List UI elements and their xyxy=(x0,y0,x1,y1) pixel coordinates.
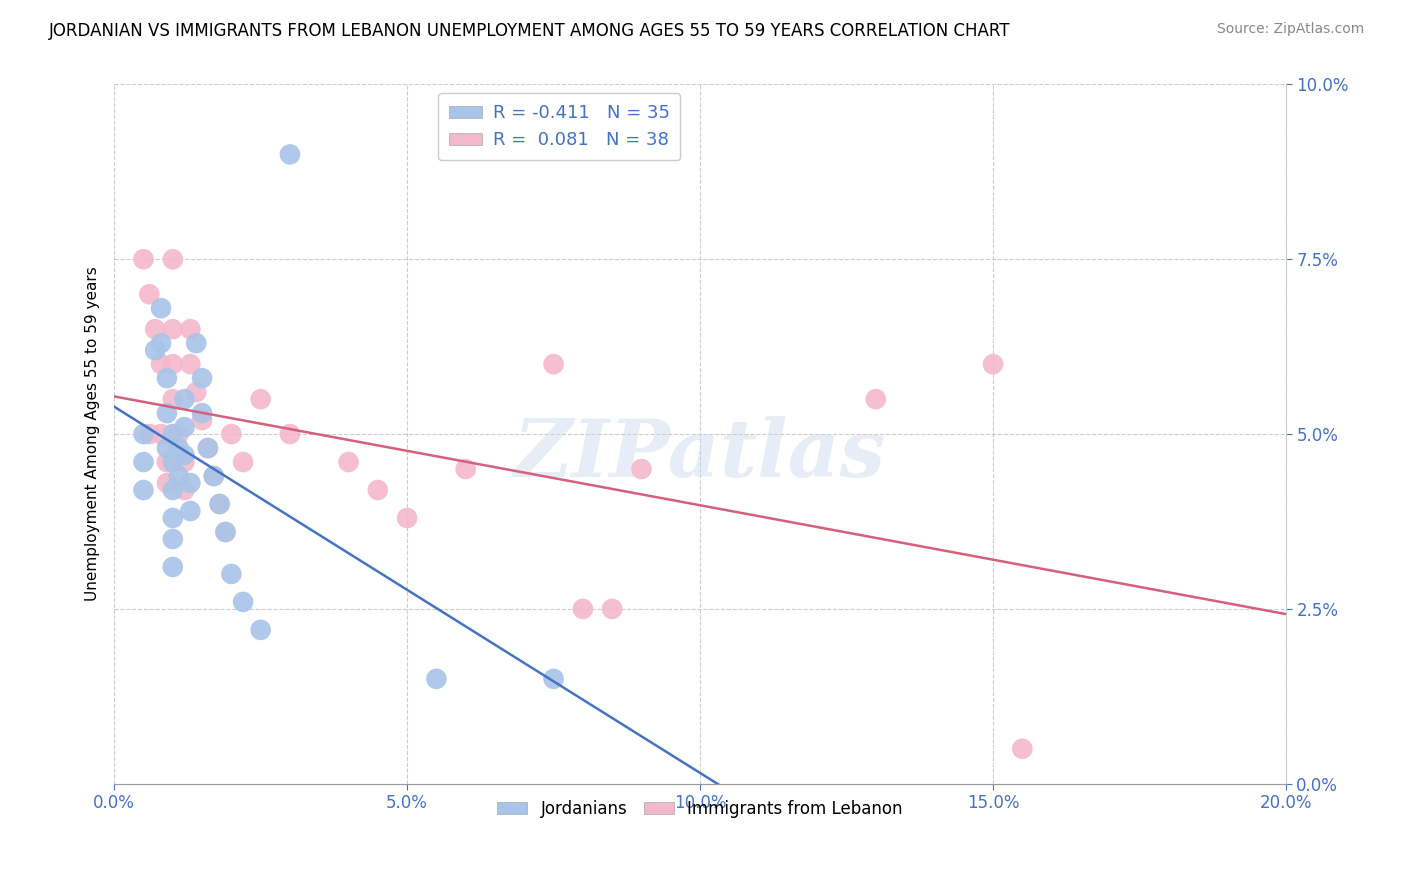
Point xyxy=(572,602,595,616)
Point xyxy=(221,427,243,442)
Point xyxy=(197,441,219,455)
Point xyxy=(132,483,155,497)
Point xyxy=(543,672,565,686)
Point xyxy=(425,672,447,686)
Point xyxy=(179,322,201,336)
Point xyxy=(156,441,179,455)
Point xyxy=(232,455,254,469)
Point xyxy=(162,511,184,525)
Point xyxy=(249,623,271,637)
Point xyxy=(186,385,208,400)
Point xyxy=(214,524,236,539)
Legend: Jordanians, Immigrants from Lebanon: Jordanians, Immigrants from Lebanon xyxy=(491,793,910,824)
Point xyxy=(150,301,173,316)
Y-axis label: Unemployment Among Ages 55 to 59 years: Unemployment Among Ages 55 to 59 years xyxy=(86,267,100,601)
Point xyxy=(138,427,160,442)
Point xyxy=(232,595,254,609)
Point xyxy=(132,252,155,267)
Point xyxy=(162,252,184,267)
Point xyxy=(156,476,179,491)
Point xyxy=(156,371,179,385)
Point xyxy=(156,455,179,469)
Text: ZIPatlas: ZIPatlas xyxy=(515,417,886,494)
Point xyxy=(1011,741,1033,756)
Point xyxy=(337,455,360,469)
Point xyxy=(179,504,201,518)
Text: Source: ZipAtlas.com: Source: ZipAtlas.com xyxy=(1216,22,1364,37)
Point xyxy=(191,371,214,385)
Point xyxy=(865,392,887,406)
Point xyxy=(179,357,201,371)
Point xyxy=(202,469,225,483)
Point xyxy=(167,427,190,442)
Point xyxy=(214,524,236,539)
Point xyxy=(162,322,184,336)
Point xyxy=(249,392,271,406)
Point xyxy=(278,427,301,442)
Point xyxy=(173,420,195,434)
Point xyxy=(150,336,173,351)
Point xyxy=(162,392,184,406)
Text: JORDANIAN VS IMMIGRANTS FROM LEBANON UNEMPLOYMENT AMONG AGES 55 TO 59 YEARS CORR: JORDANIAN VS IMMIGRANTS FROM LEBANON UNE… xyxy=(49,22,1011,40)
Point xyxy=(150,427,173,442)
Point xyxy=(208,497,231,511)
Point xyxy=(143,322,166,336)
Point xyxy=(396,511,419,525)
Point xyxy=(162,560,184,574)
Point xyxy=(162,455,184,469)
Point xyxy=(278,147,301,161)
Point xyxy=(197,441,219,455)
Point xyxy=(543,357,565,371)
Point xyxy=(138,287,160,301)
Point xyxy=(191,406,214,420)
Point xyxy=(981,357,1004,371)
Point xyxy=(173,448,195,462)
Point xyxy=(208,497,231,511)
Point xyxy=(173,392,195,406)
Point xyxy=(221,566,243,581)
Point xyxy=(162,357,184,371)
Point xyxy=(173,455,195,469)
Point xyxy=(630,462,652,476)
Point xyxy=(162,532,184,546)
Point xyxy=(167,469,190,483)
Point xyxy=(143,343,166,358)
Point xyxy=(173,483,195,497)
Point xyxy=(132,455,155,469)
Point xyxy=(367,483,389,497)
Point xyxy=(156,406,179,420)
Point xyxy=(186,336,208,351)
Point xyxy=(150,357,173,371)
Point xyxy=(454,462,477,476)
Point xyxy=(191,413,214,427)
Point xyxy=(202,469,225,483)
Point xyxy=(162,427,184,442)
Point xyxy=(600,602,623,616)
Point xyxy=(179,476,201,491)
Point xyxy=(132,427,155,442)
Point xyxy=(162,483,184,497)
Point xyxy=(167,441,190,455)
